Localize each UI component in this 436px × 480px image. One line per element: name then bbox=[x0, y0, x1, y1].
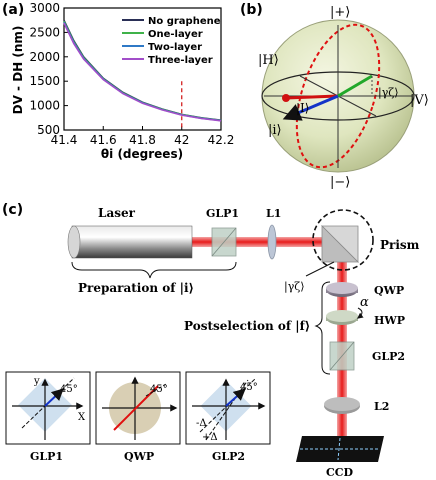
laser-beam-horizontal bbox=[190, 237, 340, 247]
qwp-inset-label: QWP bbox=[124, 450, 154, 463]
y-tick-label: 2000 bbox=[29, 50, 60, 64]
laser-source bbox=[67, 225, 193, 259]
vector-i bbox=[282, 94, 339, 121]
series-lines bbox=[63, 19, 222, 122]
label-gamma: |γζ⟩ bbox=[378, 86, 399, 100]
y-axis-label: DV - DH (nm) bbox=[11, 26, 25, 115]
glp2-inset-angle: 45° bbox=[240, 382, 258, 393]
polarization-trajectory bbox=[295, 23, 381, 169]
bloch-sphere: |+⟩ |−⟩ |H⟩ |V⟩ |I⟩ |i⟩ |γζ⟩ bbox=[258, 5, 429, 190]
x-tick-label: 42 bbox=[174, 133, 189, 147]
ccd-detector bbox=[296, 436, 384, 462]
panel-b-label: (b) bbox=[240, 2, 263, 18]
y-tick-label: 500 bbox=[37, 123, 60, 137]
y-tick-label: 1000 bbox=[29, 99, 60, 113]
label-minus: |−⟩ bbox=[330, 175, 350, 190]
x-tick-label: 42.2 bbox=[208, 133, 235, 147]
postselection-brace bbox=[314, 281, 331, 375]
lens-l1 bbox=[267, 224, 277, 260]
y-tick-label: 3000 bbox=[29, 1, 60, 15]
hwp-rotation-arrow bbox=[357, 307, 364, 319]
glp1-label: GLP1 bbox=[206, 207, 239, 220]
glp2-inset-delta-plus: +Δ bbox=[202, 432, 218, 443]
prism-highlight-circle bbox=[312, 209, 374, 271]
y-tick-label: 2500 bbox=[29, 25, 60, 39]
glp2-inset-label: GLP2 bbox=[212, 450, 245, 463]
alpha-label: α bbox=[360, 295, 369, 310]
qwp-inset-angle: 45° bbox=[150, 384, 168, 395]
legend-label: No graphene bbox=[148, 16, 221, 27]
label-plus: |+⟩ bbox=[330, 5, 350, 20]
l2-label: L2 bbox=[374, 400, 389, 413]
glp2-component bbox=[329, 341, 355, 371]
legend-label: Three-layer bbox=[148, 55, 213, 66]
series-line-three-layer bbox=[63, 22, 222, 122]
y-axis-ticks: 500 1000 1500 2000 2500 3000 bbox=[29, 1, 68, 137]
qwp-plate bbox=[326, 282, 358, 297]
x-axis-ticks: 41.4 41.6 41.8 42 42.2 bbox=[51, 126, 235, 147]
glp1-inset-angle: 45° bbox=[60, 384, 78, 395]
vector-I bbox=[285, 94, 339, 100]
laser-label: Laser bbox=[98, 206, 136, 220]
prism-component bbox=[321, 225, 359, 263]
preparation-label: Preparation of |i⟩ bbox=[78, 281, 194, 295]
qwp-label: QWP bbox=[374, 284, 404, 297]
preparation-brace bbox=[71, 261, 237, 279]
x-tick-label: 41.8 bbox=[129, 133, 156, 147]
glp1-component bbox=[211, 227, 237, 257]
hwp-label: HWP bbox=[374, 314, 405, 327]
x-axis-label: θi (degrees) bbox=[101, 147, 183, 161]
glp1-inset-x: X bbox=[78, 412, 86, 423]
glp2-inset-delta-minus: -Δ bbox=[196, 418, 207, 429]
inset-qwp: 45° bbox=[95, 371, 181, 445]
ccd-label: CCD bbox=[326, 466, 354, 479]
label-H: |H⟩ bbox=[258, 53, 279, 68]
legend-label: One-layer bbox=[148, 29, 203, 40]
label-I: |I⟩ bbox=[296, 101, 309, 115]
panel-a-label: (a) bbox=[2, 2, 24, 18]
lens-l2 bbox=[324, 397, 360, 414]
glp2-label: GLP2 bbox=[372, 350, 405, 363]
inset-glp1: 45° X y bbox=[5, 371, 91, 445]
label-i: |i⟩ bbox=[268, 123, 282, 138]
glp1-inset-y: y bbox=[33, 376, 40, 387]
dispersion-chart: 500 1000 1500 2000 2500 3000 41.4 41.6 41.8 42 42… bbox=[11, 1, 234, 161]
gamma-label: |γζ⟩ bbox=[284, 280, 305, 294]
glp1-inset-label: GLP1 bbox=[30, 450, 63, 463]
chart-legend: No graphene One-layer Two-layer Three-layer bbox=[122, 16, 221, 66]
gamma-pointer bbox=[305, 261, 335, 277]
x-tick-label: 41.4 bbox=[51, 133, 78, 147]
panel-c-label: (c) bbox=[2, 202, 23, 218]
chart-plot-area bbox=[63, 7, 222, 131]
y-tick-label: 1500 bbox=[29, 74, 60, 88]
label-V: |V⟩ bbox=[410, 93, 429, 108]
l1-label: L1 bbox=[266, 207, 281, 220]
prism-label: Prism bbox=[380, 238, 420, 252]
hwp-plate bbox=[326, 310, 358, 325]
postselection-label: Postselection of |f⟩ bbox=[184, 319, 310, 333]
legend-label: Two-layer bbox=[148, 42, 202, 53]
vector-gamma bbox=[337, 74, 373, 98]
vector-I-tip bbox=[282, 94, 290, 102]
x-tick-label: 41.6 bbox=[90, 133, 117, 147]
inset-glp2: 45° -Δ +Δ bbox=[185, 371, 271, 445]
